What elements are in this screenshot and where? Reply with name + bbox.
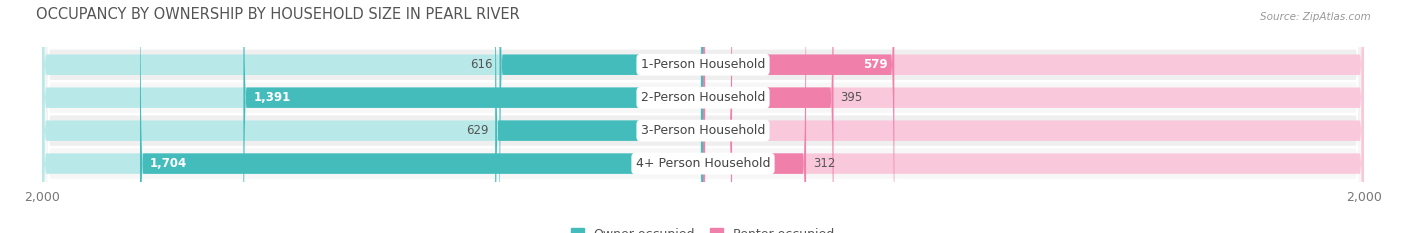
Text: 312: 312 xyxy=(813,157,835,170)
FancyBboxPatch shape xyxy=(499,0,703,233)
FancyBboxPatch shape xyxy=(243,0,703,233)
FancyBboxPatch shape xyxy=(42,0,703,233)
Text: 3-Person Household: 3-Person Household xyxy=(641,124,765,137)
FancyBboxPatch shape xyxy=(42,0,703,233)
FancyBboxPatch shape xyxy=(703,0,834,233)
FancyBboxPatch shape xyxy=(42,0,1364,233)
FancyBboxPatch shape xyxy=(42,0,1364,233)
FancyBboxPatch shape xyxy=(495,0,703,233)
FancyBboxPatch shape xyxy=(141,0,703,233)
Text: 616: 616 xyxy=(471,58,494,71)
Text: 4+ Person Household: 4+ Person Household xyxy=(636,157,770,170)
Text: 88: 88 xyxy=(738,124,754,137)
FancyBboxPatch shape xyxy=(703,0,733,233)
Text: 2-Person Household: 2-Person Household xyxy=(641,91,765,104)
FancyBboxPatch shape xyxy=(42,0,1364,233)
Text: OCCUPANCY BY OWNERSHIP BY HOUSEHOLD SIZE IN PEARL RIVER: OCCUPANCY BY OWNERSHIP BY HOUSEHOLD SIZE… xyxy=(35,7,519,22)
Text: 395: 395 xyxy=(841,91,862,104)
FancyBboxPatch shape xyxy=(42,0,703,233)
Text: 1,704: 1,704 xyxy=(150,157,187,170)
Text: Source: ZipAtlas.com: Source: ZipAtlas.com xyxy=(1260,12,1371,22)
FancyBboxPatch shape xyxy=(703,0,894,233)
FancyBboxPatch shape xyxy=(703,0,1364,233)
FancyBboxPatch shape xyxy=(703,0,1364,233)
FancyBboxPatch shape xyxy=(703,0,1364,233)
Text: 579: 579 xyxy=(863,58,887,71)
Text: 629: 629 xyxy=(465,124,488,137)
Text: 1,391: 1,391 xyxy=(253,91,291,104)
FancyBboxPatch shape xyxy=(703,0,806,233)
Text: 1-Person Household: 1-Person Household xyxy=(641,58,765,71)
FancyBboxPatch shape xyxy=(42,0,703,233)
Legend: Owner-occupied, Renter-occupied: Owner-occupied, Renter-occupied xyxy=(567,223,839,233)
FancyBboxPatch shape xyxy=(42,0,1364,233)
FancyBboxPatch shape xyxy=(703,0,1364,233)
